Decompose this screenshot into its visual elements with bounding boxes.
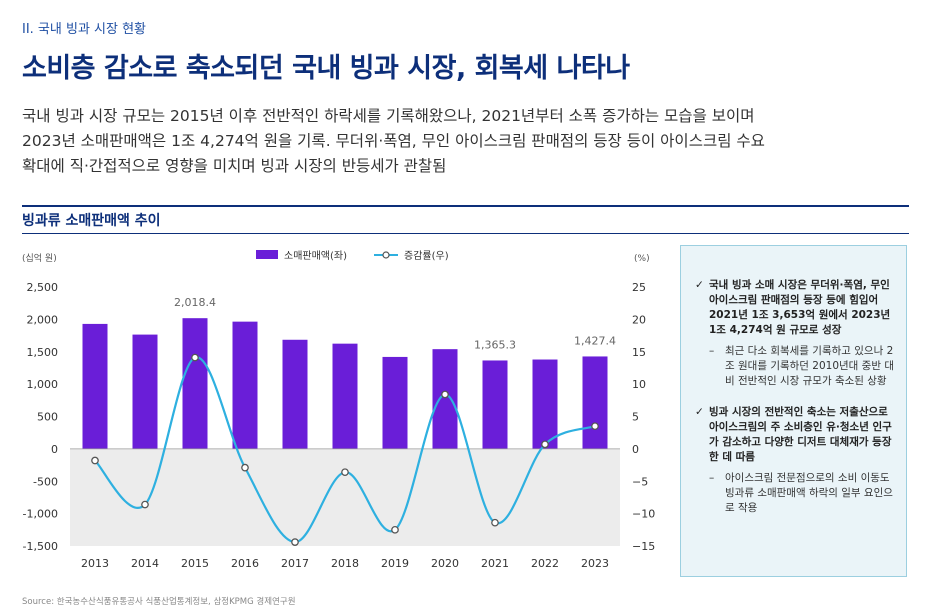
line-point bbox=[91, 456, 99, 465]
y-left-tick-label: 500 bbox=[37, 411, 58, 424]
y-left-tick-label: 1,500 bbox=[27, 346, 59, 359]
section-label: II. 국내 빙과 시장 현황 bbox=[22, 22, 147, 37]
source-note: Source: 한국농수산식품유통공사 식품산업통계정보, 삼정KPMG 경제연… bbox=[22, 597, 296, 607]
y-right-tick-label: 20 bbox=[632, 313, 646, 326]
x-tick-label: 2017 bbox=[281, 557, 309, 568]
bar bbox=[282, 339, 308, 449]
chart-heading: 빙과류 소매판매액 추이 bbox=[22, 213, 161, 229]
y-right-tick-label: −10 bbox=[632, 508, 655, 521]
line-point bbox=[441, 390, 449, 399]
y-left-tick-label: -1,500 bbox=[23, 540, 58, 553]
y-right-tick-label: 0 bbox=[632, 443, 639, 456]
divider bbox=[22, 205, 909, 207]
y-left-tick-label: 1,000 bbox=[27, 378, 59, 391]
bar bbox=[532, 359, 558, 449]
check-icon: ✓ bbox=[695, 406, 704, 418]
line-point bbox=[341, 468, 349, 477]
bar bbox=[482, 360, 508, 449]
x-tick-label: 2015 bbox=[181, 557, 209, 568]
check-icon: ✓ bbox=[695, 279, 704, 291]
note-item: ✓ 국내 빙과 소매 시장은 무더위·폭염, 무인 아이스크림 판매점의 등장 … bbox=[695, 278, 894, 338]
bar bbox=[332, 343, 358, 449]
y-left-unit-label: (십억 원) bbox=[22, 252, 57, 264]
line-point bbox=[491, 518, 499, 527]
y-left-tick-label: 0 bbox=[51, 443, 58, 456]
bar bbox=[182, 318, 208, 449]
y-right-unit-label: (%) bbox=[634, 254, 650, 264]
note-main-text: 국내 빙과 소매 시장은 무더위·폭염, 무인 아이스크림 판매점의 등장 등에… bbox=[709, 279, 891, 336]
notes-panel: ✓ 국내 빙과 소매 시장은 무더위·폭염, 무인 아이스크림 판매점의 등장 … bbox=[680, 245, 907, 577]
bar bbox=[432, 349, 458, 449]
x-tick-label: 2019 bbox=[381, 557, 409, 568]
line-point bbox=[591, 422, 599, 431]
note-sub-text: 최근 다소 회복세를 기록하고 있으나 2조 원대를 기록하던 2010년대 중… bbox=[725, 345, 894, 387]
line-point bbox=[241, 463, 249, 472]
y-right-tick-label: −5 bbox=[632, 475, 648, 488]
summary-line: 2023년 소매판매액은 1조 4,274억 원을 기록. 무더위·폭염, 무인… bbox=[22, 132, 765, 150]
y-right-tick-label: 10 bbox=[632, 378, 646, 391]
y-left-tick-label: 2,500 bbox=[27, 281, 59, 294]
divider bbox=[22, 233, 909, 234]
bar bbox=[582, 356, 608, 449]
x-tick-label: 2022 bbox=[531, 557, 559, 568]
y-left-tick-label: -500 bbox=[33, 475, 58, 488]
negative-region-shading bbox=[70, 448, 620, 546]
page-title: 소비층 감소로 축소되던 국내 빙과 시장, 회복세 나타나 bbox=[22, 53, 630, 84]
note-main-text: 빙과 시장의 전반적인 축소는 저출산으로 아이스크림의 주 소비층인 유·청소… bbox=[709, 406, 892, 463]
x-tick-label: 2013 bbox=[81, 557, 109, 568]
y-right-tick-label: −15 bbox=[632, 540, 655, 553]
x-tick-label: 2018 bbox=[331, 557, 359, 568]
x-tick-label: 2020 bbox=[431, 557, 459, 568]
y-left-tick-label: 2,000 bbox=[27, 313, 59, 326]
line-point bbox=[191, 353, 199, 362]
x-tick-label: 2014 bbox=[131, 557, 159, 568]
y-right-tick-label: 5 bbox=[632, 411, 639, 424]
y-left-tick-label: -1,000 bbox=[23, 508, 58, 521]
bar-data-label: 1,427.4 bbox=[574, 334, 616, 347]
dash-bullet-icon: – bbox=[709, 345, 715, 357]
y-right-tick-label: 25 bbox=[632, 281, 646, 294]
line-point bbox=[291, 538, 299, 546]
note-item: ✓ 빙과 시장의 전반적인 축소는 저출산으로 아이스크림의 주 소비층인 유·… bbox=[695, 405, 894, 465]
legend-line-label: 증감률(우) bbox=[404, 250, 449, 262]
summary-line: 국내 빙과 시장 규모는 2015년 이후 전반적인 하락세를 기록해왔으나, … bbox=[22, 107, 755, 125]
line-point bbox=[541, 440, 549, 449]
x-tick-label: 2023 bbox=[581, 557, 609, 568]
line-point bbox=[141, 500, 149, 509]
legend-line-marker bbox=[382, 251, 390, 259]
x-tick-label: 2016 bbox=[231, 557, 259, 568]
note-sub-text: 아이스크림 전문점으로의 소비 이동도 빙과류 소매판매액 하락의 일부 요인으… bbox=[725, 472, 893, 514]
y-right-tick-label: 15 bbox=[632, 346, 646, 359]
summary-text: 국내 빙과 시장 규모는 2015년 이후 전반적인 하락세를 기록해왔으나, … bbox=[22, 104, 902, 179]
bar-data-label: 2,018.4 bbox=[174, 296, 216, 309]
dash-bullet-icon: – bbox=[709, 472, 715, 484]
legend-bar-label: 소매판매액(좌) bbox=[284, 250, 347, 262]
legend-bar-swatch bbox=[256, 250, 278, 259]
bar bbox=[132, 334, 158, 449]
line-point bbox=[391, 525, 399, 534]
bar-data-label: 1,365.3 bbox=[474, 338, 516, 351]
bar bbox=[232, 321, 258, 449]
bar bbox=[82, 323, 108, 449]
summary-line: 확대에 직·간접적으로 영향을 미치며 빙과 시장의 반등세가 관찰됨 bbox=[22, 157, 447, 175]
note-subitem: – 최근 다소 회복세를 기록하고 있으나 2조 원대를 기록하던 2010년대… bbox=[695, 344, 894, 389]
combo-chart: (십억 원) (%) 2,500 2,000 1,500 1,000 500 0 -500 -1,… bbox=[22, 250, 655, 568]
note-subitem: – 아이스크림 전문점으로의 소비 이동도 빙과류 소매판매액 하락의 일부 요… bbox=[695, 471, 894, 516]
x-tick-label: 2021 bbox=[481, 557, 509, 568]
bar bbox=[382, 356, 408, 449]
